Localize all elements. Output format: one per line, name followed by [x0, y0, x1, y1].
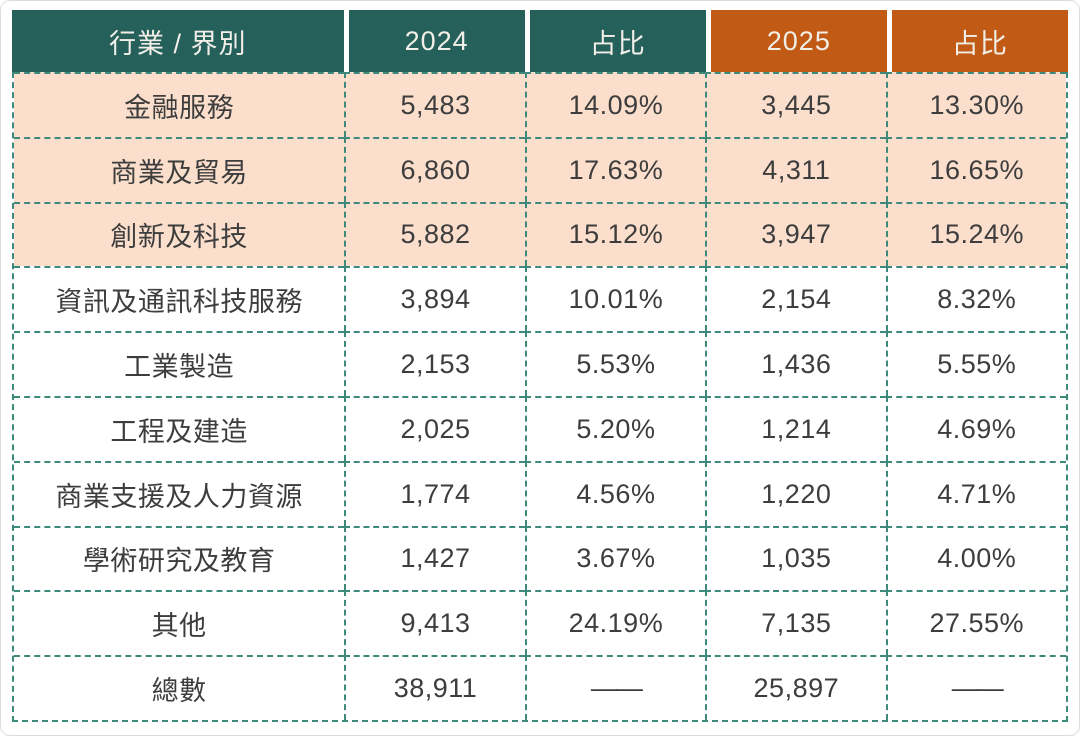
cell-value-2025: 25,897 — [705, 655, 886, 720]
cell-category: 總數 — [14, 655, 345, 720]
cell-category: 創新及科技 — [14, 201, 345, 267]
cell-share-2025-dash: —— — [885, 655, 1066, 720]
cell-category: 資訊及通訊科技服務 — [14, 266, 345, 331]
cell-value-2024: 5,882 — [344, 201, 525, 267]
cell-value-2025: 4,311 — [705, 136, 886, 202]
cell-category: 工程及建造 — [14, 395, 345, 461]
cell-value-2025: 3,947 — [705, 201, 886, 267]
cell-share-2025: 5.55% — [885, 331, 1066, 396]
cell-share-2024: 10.01% — [524, 266, 706, 332]
cell-value-2025: 1,214 — [705, 395, 886, 461]
table-row: 其他 9,413 24.19% 7,135 27.55% — [14, 590, 1066, 656]
cell-value-2024: 1,427 — [344, 525, 525, 591]
header-industry-sector: 行業 / 界別 — [12, 10, 344, 72]
header-2024: 2024 — [343, 10, 525, 72]
cell-value-2025: 1,035 — [705, 525, 886, 591]
cell-value-2025: 7,135 — [705, 590, 886, 656]
header-share-2025: 占比 — [886, 10, 1068, 72]
cell-category: 商業支援及人力資源 — [14, 460, 345, 526]
cell-share-2024: 14.09% — [524, 72, 706, 137]
table-body: 金融服務 5,483 14.09% 3,445 13.30% 商業及貿易 6,8… — [12, 72, 1068, 722]
cell-share-2025: 8.32% — [885, 266, 1066, 332]
table-row: 資訊及通訊科技服務 3,894 10.01% 2,154 8.32% — [14, 266, 1066, 332]
cell-value-2024: 2,153 — [344, 331, 525, 396]
table-row: 商業支援及人力資源 1,774 4.56% 1,220 4.71% — [14, 460, 1066, 526]
cell-category: 其他 — [14, 590, 345, 655]
cell-share-2025: 15.24% — [885, 201, 1066, 267]
cell-value-2024: 9,413 — [344, 590, 525, 656]
cell-value-2025: 1,220 — [705, 460, 886, 526]
cell-share-2025: 4.00% — [885, 525, 1066, 591]
cell-share-2024: 4.56% — [524, 460, 706, 526]
cell-category: 商業及貿易 — [14, 136, 345, 202]
cell-value-2025: 3,445 — [705, 72, 886, 137]
table-row-total: 總數 38,911 —— 25,897 —— — [14, 655, 1066, 720]
cell-value-2025: 2,154 — [705, 266, 886, 332]
cell-value-2024: 1,774 — [344, 460, 525, 526]
cell-share-2025: 4.69% — [885, 395, 1066, 461]
table-row: 創新及科技 5,882 15.12% 3,947 15.24% — [14, 201, 1066, 267]
cell-value-2024: 38,911 — [344, 655, 525, 720]
table-row: 工程及建造 2,025 5.20% 1,214 4.69% — [14, 395, 1066, 461]
cell-share-2024: 3.67% — [524, 525, 706, 591]
cell-share-2025: 4.71% — [885, 460, 1066, 526]
table-row: 學術研究及教育 1,427 3.67% 1,035 4.00% — [14, 525, 1066, 591]
cell-category: 金融服務 — [14, 72, 345, 137]
cell-share-2025: 13.30% — [885, 72, 1066, 137]
header-2025: 2025 — [705, 10, 887, 72]
cell-value-2025: 1,436 — [705, 331, 886, 396]
cell-share-2024: 15.12% — [524, 201, 706, 267]
cell-share-2025: 27.55% — [885, 590, 1066, 656]
cell-share-2024: 5.53% — [524, 331, 706, 396]
cell-share-2024: 24.19% — [524, 590, 706, 656]
cell-share-2024: 5.20% — [524, 395, 706, 461]
cell-share-2024: 17.63% — [524, 136, 706, 202]
table-row: 商業及貿易 6,860 17.63% 4,311 16.65% — [14, 136, 1066, 202]
cell-share-2025: 16.65% — [885, 136, 1066, 202]
industry-breakdown-table: 行業 / 界別 2024 占比 2025 占比 金融服務 5,483 14.09… — [12, 10, 1068, 722]
cell-value-2024: 3,894 — [344, 266, 525, 332]
cell-category: 學術研究及教育 — [14, 525, 345, 591]
table-row: 金融服務 5,483 14.09% 3,445 13.30% — [14, 72, 1066, 137]
cell-value-2024: 2,025 — [344, 395, 525, 461]
table-row: 工業製造 2,153 5.53% 1,436 5.55% — [14, 331, 1066, 396]
cell-share-2024-dash: —— — [524, 655, 706, 720]
cell-value-2024: 5,483 — [344, 72, 525, 137]
cell-value-2024: 6,860 — [344, 136, 525, 202]
table-header-row: 行業 / 界別 2024 占比 2025 占比 — [12, 10, 1068, 72]
cell-category: 工業製造 — [14, 331, 345, 396]
header-share-2024: 占比 — [524, 10, 706, 72]
